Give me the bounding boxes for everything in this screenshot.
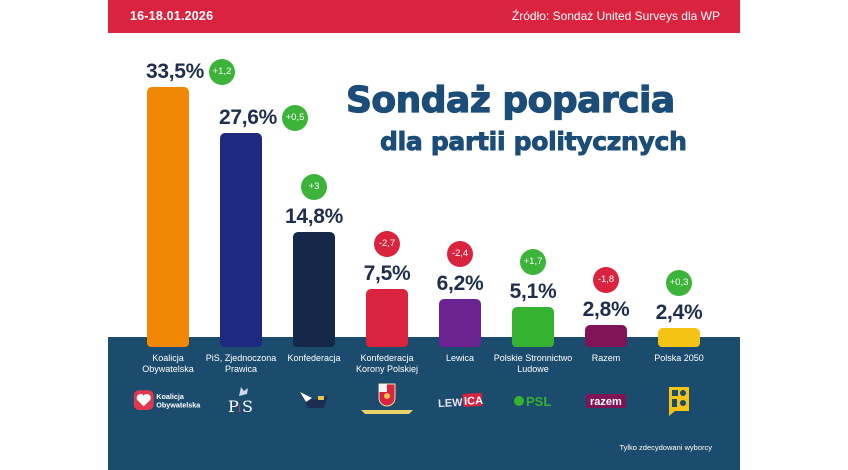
kkp-logo-icon — [361, 383, 413, 414]
bar-chart: 33,5% +1,2 Koalicja Obywatelska Koalicja Obyw… — [108, 0, 740, 470]
svg-text:i: i — [238, 404, 241, 415]
change-badge: -1,8 — [593, 267, 619, 294]
header-bar: 16-18.01.2026 Źródło: Sondaż United Surv… — [108, 0, 740, 33]
bar — [658, 328, 700, 347]
party-logo — [278, 384, 350, 418]
chart-title: Sondaż poparcia — [345, 79, 675, 121]
party-logo — [643, 384, 715, 418]
value-label: 7,5% — [363, 261, 411, 285]
party-label: Konfederacja — [264, 353, 364, 364]
change-badge: +1,2 — [209, 59, 235, 85]
party-label-line: Lewica — [445, 353, 474, 363]
bar — [293, 232, 335, 347]
party-label: PiS, Zjednoczona Prawica — [191, 353, 291, 375]
value-label: 27,6% — [218, 105, 278, 129]
party-label-line: Polskie Stronnictwo — [493, 353, 573, 363]
value-label: 5,1% — [509, 280, 557, 304]
bar — [366, 288, 408, 347]
konfederacja-logo-icon — [300, 392, 328, 408]
svg-text:S: S — [242, 397, 253, 416]
party-label-line: Prawica — [224, 364, 257, 374]
bar — [220, 132, 262, 347]
razem-logo-icon: razem — [586, 394, 626, 408]
change-badge: -2,4 — [447, 240, 473, 267]
change-badge: +0,5 — [282, 104, 308, 131]
value-label: 14,8% — [284, 205, 344, 229]
party-label: Lewica — [410, 353, 510, 364]
bar — [439, 298, 481, 347]
svg-text:ICA: ICA — [464, 395, 484, 408]
change-badge: +0,3 — [666, 270, 692, 297]
change-badge: +1,7 — [520, 249, 546, 276]
value-label: 2,8% — [582, 298, 630, 322]
chart-subtitle: dla partii politycznych — [380, 127, 688, 157]
party-label-line: Konfederacja — [287, 353, 341, 363]
party-label-line: Polska 2050 — [654, 353, 704, 363]
party-logo — [351, 383, 423, 418]
value-label: 6,2% — [436, 271, 484, 295]
change-badge: +3 — [301, 174, 327, 201]
svg-text:LEW: LEW — [438, 397, 464, 410]
value-label: 33,5% — [145, 60, 205, 83]
bar — [585, 325, 627, 347]
party-label: Konfederacja Korony Polskiej — [337, 353, 437, 375]
party-label-line: Razem — [591, 353, 621, 363]
change-badge: -2,7 — [374, 230, 400, 257]
party-logo: Koalicja Obywatelska — [132, 384, 204, 418]
svg-text:Koalicja: Koalicja — [156, 392, 185, 401]
poll-date: 16-18.01.2026 — [130, 9, 214, 23]
party-logo: LEW ICA — [424, 384, 496, 418]
party-label: Koalicja Obywatelska — [118, 353, 218, 375]
party-label: Razem — [556, 353, 656, 364]
svg-text:Obywatelska: Obywatelska — [156, 400, 201, 409]
poll-source: Źródło: Sondaż United Surveys dla WP — [511, 9, 720, 23]
party-label: Polska 2050 — [629, 353, 729, 364]
lewica-logo-icon: LEW ICA — [438, 392, 484, 410]
footnote: Tylko zdecydowani wyborcy — [619, 443, 712, 452]
party-label-line: Ludowe — [517, 364, 549, 374]
bar — [147, 87, 189, 347]
party-label: Polskie Stronnictwo Ludowe — [483, 353, 583, 375]
party-logo: PSL — [497, 384, 569, 418]
bar — [512, 307, 554, 347]
party-logo: razem — [570, 384, 642, 418]
party-label-line: Koalicja — [152, 353, 184, 363]
svg-text:razem: razem — [590, 396, 622, 408]
bottom-band — [108, 337, 740, 470]
svg-text:PSL: PSL — [526, 394, 551, 409]
psl-logo-icon: PSL — [514, 394, 551, 409]
party-label-line: PiS, Zjednoczona — [205, 353, 277, 363]
party-label-line: Obywatelska — [142, 364, 194, 374]
svg-text:P: P — [228, 397, 239, 416]
party-label-line: Konfederacja — [360, 353, 414, 363]
polska2050-logo-icon — [669, 387, 689, 416]
poll-poster: 16-18.01.2026 Źródło: Sondaż United Surv… — [108, 0, 740, 470]
party-label-line: Korony Polskiej — [355, 364, 419, 374]
value-label: 2,4% — [655, 301, 703, 325]
